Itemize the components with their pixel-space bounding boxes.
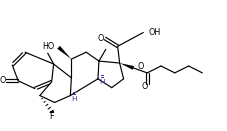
Text: O: O [137, 62, 143, 72]
Text: O: O [0, 76, 6, 85]
Text: H: H [99, 79, 104, 85]
Text: O: O [141, 82, 147, 91]
Text: HO: HO [42, 42, 54, 51]
Text: F: F [49, 112, 54, 121]
Text: H: H [71, 95, 77, 102]
Text: OH: OH [148, 28, 160, 37]
Polygon shape [119, 63, 133, 70]
Text: O: O [97, 34, 104, 43]
Polygon shape [57, 46, 71, 59]
